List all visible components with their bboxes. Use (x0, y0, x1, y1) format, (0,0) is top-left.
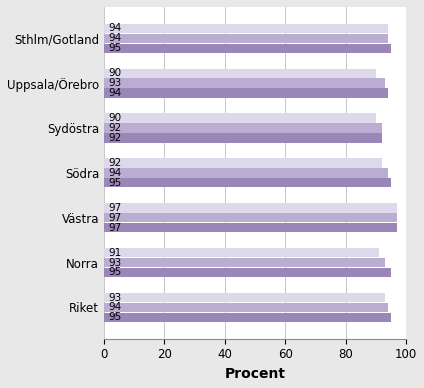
Bar (104, 43, 391, 53)
Text: 93: 93 (109, 293, 122, 303)
Bar (104, 248, 379, 257)
Text: 93: 93 (109, 258, 122, 268)
Bar (104, 293, 385, 302)
Bar (104, 123, 382, 133)
Bar (104, 203, 397, 213)
Bar (104, 313, 391, 322)
Text: 95: 95 (109, 267, 122, 277)
Text: 91: 91 (109, 248, 122, 258)
Bar (104, 268, 391, 277)
Bar (104, 69, 376, 78)
Text: 95: 95 (109, 43, 122, 53)
Text: 95: 95 (109, 178, 122, 188)
Text: 90: 90 (109, 113, 122, 123)
X-axis label: Procent: Procent (224, 367, 285, 381)
Text: 90: 90 (109, 68, 122, 78)
Bar (104, 24, 388, 33)
Text: 97: 97 (109, 223, 122, 232)
Bar (104, 34, 388, 43)
Text: 95: 95 (109, 312, 122, 322)
Text: 93: 93 (109, 78, 122, 88)
Bar (104, 88, 388, 98)
Bar (104, 223, 397, 232)
Bar (104, 168, 388, 178)
Bar (104, 178, 391, 187)
Text: 92: 92 (109, 123, 122, 133)
Bar (104, 113, 376, 123)
Text: 94: 94 (109, 168, 122, 178)
Bar (104, 213, 397, 222)
Bar (104, 158, 382, 168)
Bar (104, 303, 388, 312)
Text: 92: 92 (109, 133, 122, 143)
Text: 94: 94 (109, 33, 122, 43)
Text: 94: 94 (109, 88, 122, 98)
Text: 97: 97 (109, 203, 122, 213)
Bar (104, 133, 382, 142)
Bar (104, 258, 385, 267)
Bar (104, 78, 385, 88)
Text: 97: 97 (109, 213, 122, 223)
Text: 92: 92 (109, 158, 122, 168)
Text: 94: 94 (109, 23, 122, 33)
Text: 94: 94 (109, 302, 122, 312)
